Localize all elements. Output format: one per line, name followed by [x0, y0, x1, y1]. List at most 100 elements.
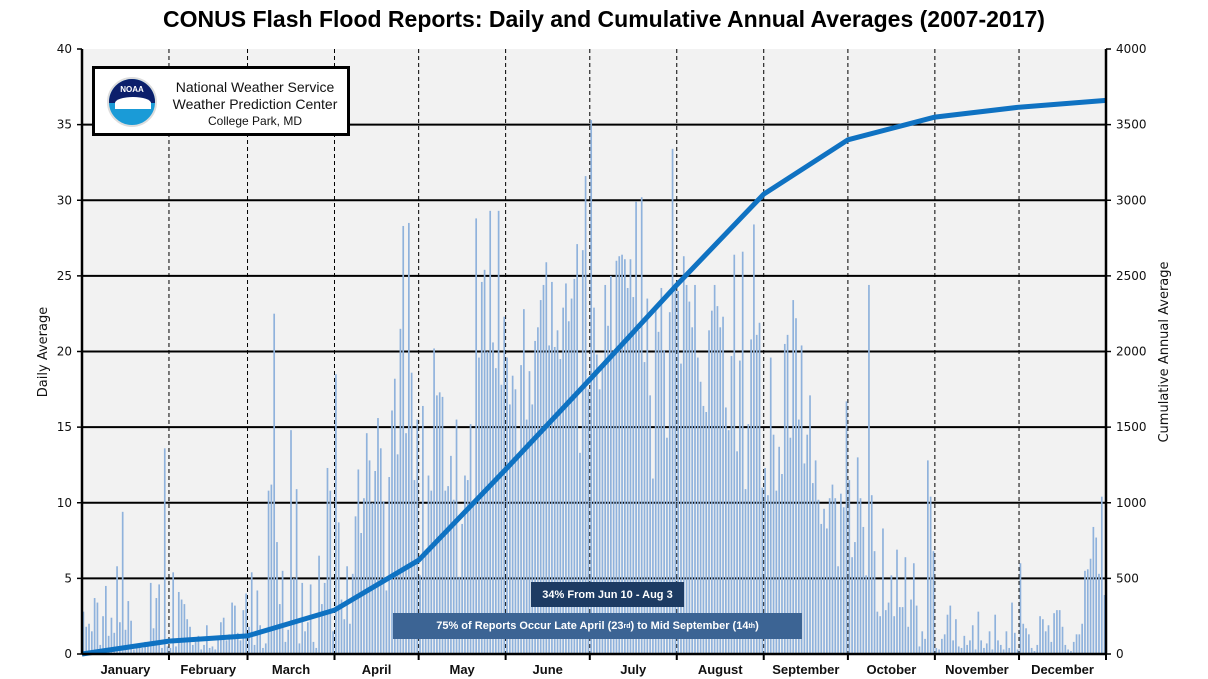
daily-bar: [674, 283, 677, 654]
daily-bar: [107, 635, 110, 654]
daily-bar: [663, 349, 665, 654]
daily-bar: [88, 623, 90, 654]
daily-bar: [135, 646, 138, 654]
daily-bar: [147, 646, 149, 654]
daily-bar: [960, 647, 963, 654]
y-tick-label: 20: [57, 345, 72, 359]
daily-bar: [778, 446, 781, 654]
daily-bar: [837, 566, 839, 654]
daily-bar: [371, 502, 374, 654]
daily-bar: [792, 300, 795, 654]
daily-bar: [1086, 569, 1089, 654]
daily-bar: [90, 631, 93, 654]
y2-tick-label: 500: [1116, 571, 1139, 585]
month-label-june: June: [533, 662, 563, 677]
y-tick-label: 40: [57, 42, 72, 56]
daily-bar: [332, 631, 334, 654]
daily-bar: [1078, 634, 1081, 654]
daily-bar: [727, 430, 730, 654]
daily-bar: [264, 643, 267, 654]
y-tick-label: 5: [64, 571, 72, 585]
daily-bar: [932, 551, 935, 654]
daily-bar: [988, 631, 991, 654]
daily-bar: [750, 339, 752, 654]
daily-bar: [113, 632, 116, 654]
logo-line-1: National Weather Service: [175, 79, 335, 95]
daily-bar: [730, 356, 733, 654]
daily-bar: [1061, 626, 1064, 654]
daily-bar: [393, 378, 396, 654]
daily-bar: [1028, 634, 1030, 654]
daily-bar: [483, 269, 486, 654]
daily-bar: [1072, 641, 1075, 654]
daily-bar: [1064, 644, 1067, 654]
month-label-august: August: [698, 662, 743, 677]
daily-bar: [363, 498, 365, 654]
daily-bar: [971, 625, 974, 654]
daily-bar: [612, 351, 615, 654]
daily-bar: [234, 605, 236, 654]
daily-bar: [719, 327, 722, 654]
daily-bar: [374, 470, 377, 654]
daily-bar: [475, 218, 478, 654]
daily-bar: [250, 572, 253, 654]
daily-bar: [556, 330, 559, 654]
daily-bar: [1056, 610, 1058, 654]
daily-bar: [82, 611, 85, 654]
daily-bar: [422, 405, 424, 654]
daily-bar: [326, 467, 329, 654]
daily-bar: [893, 616, 896, 654]
y2-axis-label: Cumulative Annual Average: [1157, 261, 1172, 442]
daily-bar: [722, 316, 724, 654]
daily-bar: [161, 647, 163, 654]
daily-bar: [691, 327, 694, 654]
daily-bar: [901, 607, 904, 654]
y-tick-label: 15: [57, 420, 72, 434]
daily-bar: [710, 310, 713, 654]
daily-bar: [912, 563, 915, 654]
daily-bar: [747, 424, 750, 654]
daily-bar: [517, 454, 520, 654]
daily-bar: [284, 641, 287, 654]
daily-bar: [469, 424, 472, 654]
daily-bar: [733, 254, 736, 654]
daily-bar: [391, 410, 393, 654]
daily-bar: [433, 348, 435, 654]
daily-bar: [668, 312, 671, 654]
daily-bar: [93, 598, 96, 654]
daily-bar: [924, 638, 926, 654]
daily-bar: [315, 647, 318, 654]
daily-bar: [775, 490, 778, 654]
daily-bar: [649, 395, 651, 654]
daily-bar: [525, 419, 528, 654]
daily-bar: [856, 457, 859, 654]
daily-bar: [991, 649, 994, 654]
daily-bar: [191, 644, 194, 654]
daily-bar: [887, 602, 890, 654]
daily-bar: [1011, 602, 1013, 654]
y-tick-label: 25: [57, 269, 72, 283]
daily-bar: [870, 495, 873, 654]
y2-tick-label: 0: [1116, 647, 1124, 661]
daily-bar: [514, 389, 517, 654]
daily-bar: [85, 626, 88, 654]
daily-bar: [910, 599, 912, 654]
daily-bar: [915, 605, 918, 654]
daily-bar: [624, 259, 626, 654]
daily-bar: [873, 551, 876, 654]
daily-bar: [447, 486, 449, 654]
daily-bar: [242, 610, 245, 654]
daily-bar: [197, 635, 200, 654]
daily-bar: [598, 389, 601, 654]
daily-bar: [918, 646, 921, 654]
daily-bar: [407, 222, 410, 654]
daily-bar: [1016, 649, 1019, 654]
daily-bar: [963, 635, 966, 654]
daily-bar: [180, 599, 183, 654]
daily-bar: [652, 478, 654, 654]
daily-bar: [416, 419, 419, 654]
daily-bar: [898, 607, 901, 654]
daily-bar: [604, 284, 607, 654]
daily-bar: [1089, 558, 1092, 654]
logo-line-3: College Park, MD: [207, 114, 303, 128]
